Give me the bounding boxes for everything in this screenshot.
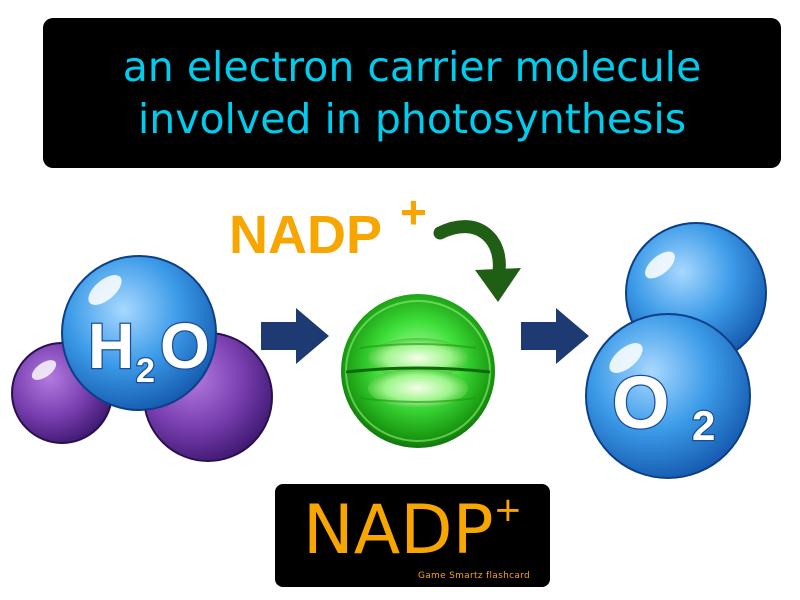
right-arrow-icon: [521, 308, 589, 364]
svg-text:2: 2: [692, 402, 715, 449]
right-arrow-icon: [261, 308, 329, 364]
nadp-molecule-icon: [341, 294, 495, 448]
water-formula-label: H 2 O: [87, 309, 211, 392]
credit-label: Game Smartz flashcard: [417, 571, 530, 581]
definition-box: an electron carrier molecule involved in…: [43, 18, 781, 168]
term-superscript: +: [493, 490, 523, 530]
term-main: NADP: [302, 491, 494, 570]
svg-text:H: H: [88, 310, 134, 382]
oxygen-formula-label: O 2: [611, 360, 717, 451]
oxygen-molecule-icon: [585, 222, 767, 479]
svg-text:O: O: [612, 361, 670, 444]
svg-text:O: O: [160, 310, 210, 382]
svg-text:2: 2: [136, 352, 155, 390]
svg-text:+: +: [400, 186, 427, 238]
nadp-label: NADP +: [229, 186, 427, 265]
definition-line-1: an electron carrier molecule: [122, 43, 702, 91]
term-box: NADP+ Game Smartz flashcard: [275, 484, 550, 587]
term-title: NADP+: [275, 486, 550, 576]
svg-text:NADP: NADP: [229, 205, 382, 265]
water-molecule-icon: [11, 255, 273, 462]
curved-arrow-icon: [433, 220, 521, 302]
definition-line-2: involved in photosynthesis: [137, 95, 687, 143]
